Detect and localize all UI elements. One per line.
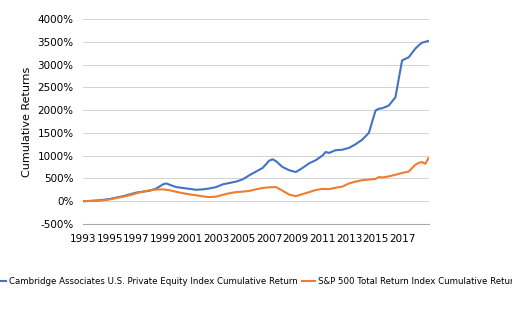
Legend: Cambridge Associates U.S. Private Equity Index Cumulative Return, S&P 500 Total : Cambridge Associates U.S. Private Equity… xyxy=(0,273,512,289)
S&P 500 Total Return Index Cumulative Return xyxy=(306,190,312,194)
Cambridge Associates U.S. Private Equity Index Cumulative Return xyxy=(80,199,87,203)
S&P 500 Total Return Index Cumulative Return xyxy=(213,195,219,199)
S&P 500 Total Return Index Cumulative Return xyxy=(80,199,87,203)
S&P 500 Total Return Index Cumulative Return xyxy=(319,187,326,191)
Cambridge Associates U.S. Private Equity Index Cumulative Return xyxy=(339,148,346,152)
Cambridge Associates U.S. Private Equity Index Cumulative Return xyxy=(120,194,126,198)
S&P 500 Total Return Index Cumulative Return xyxy=(425,156,432,160)
S&P 500 Total Return Index Cumulative Return xyxy=(87,199,93,203)
Cambridge Associates U.S. Private Equity Index Cumulative Return xyxy=(140,190,146,194)
Line: Cambridge Associates U.S. Private Equity Index Cumulative Return: Cambridge Associates U.S. Private Equity… xyxy=(83,41,429,201)
Cambridge Associates U.S. Private Equity Index Cumulative Return xyxy=(425,39,432,43)
Cambridge Associates U.S. Private Equity Index Cumulative Return xyxy=(173,185,179,189)
S&P 500 Total Return Index Cumulative Return xyxy=(359,178,365,182)
Cambridge Associates U.S. Private Equity Index Cumulative Return xyxy=(94,199,100,203)
S&P 500 Total Return Index Cumulative Return xyxy=(286,193,292,197)
Y-axis label: Cumulative Returns: Cumulative Returns xyxy=(22,66,32,177)
Line: S&P 500 Total Return Index Cumulative Return: S&P 500 Total Return Index Cumulative Re… xyxy=(83,158,429,201)
Cambridge Associates U.S. Private Equity Index Cumulative Return xyxy=(269,157,275,161)
